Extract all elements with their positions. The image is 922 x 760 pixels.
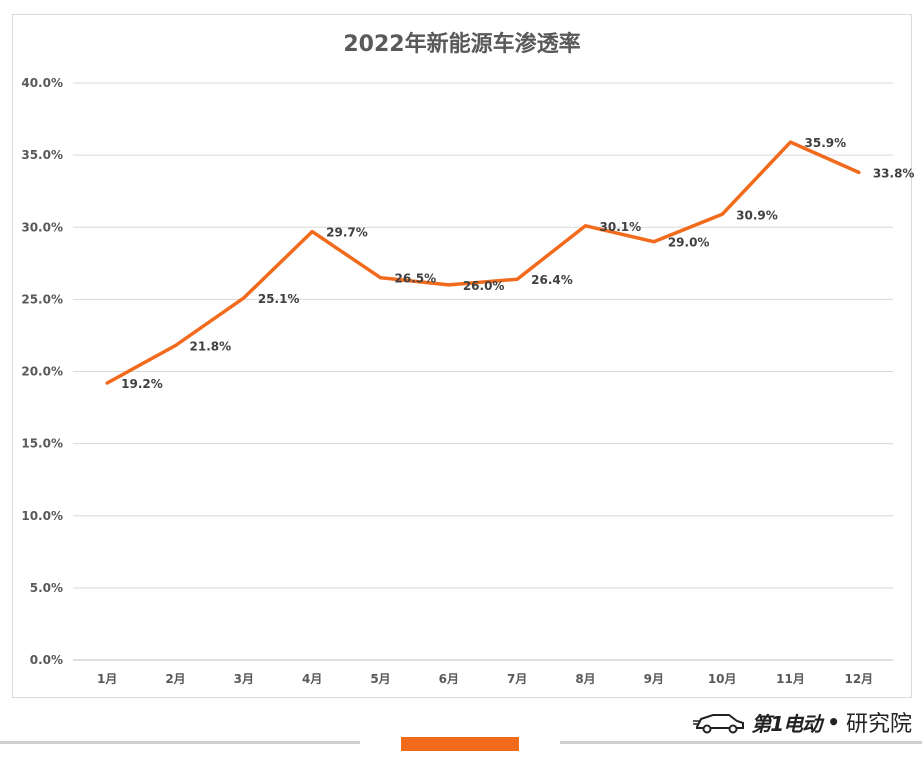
y-tick-label: 35.0% xyxy=(21,148,63,162)
x-tick-label: 6月 xyxy=(439,672,459,686)
data-labels: 19.2% 21.8% 25.1% 29.7% 26.5% 26.0% 26.4% 30.1%… xyxy=(121,136,914,391)
car-icon xyxy=(693,714,745,734)
y-tick-label: 5.0% xyxy=(30,581,63,595)
x-tick-label: 4月 xyxy=(302,672,322,686)
footer-divider-left xyxy=(0,741,360,744)
brand-name: 第1电动 xyxy=(751,711,822,736)
data-label: 29.0% xyxy=(668,236,710,250)
series-line xyxy=(105,140,861,385)
data-label: 26.4% xyxy=(531,273,573,287)
x-tick-label: 9月 xyxy=(644,672,664,686)
x-tick-label: 12月 xyxy=(844,672,873,686)
y-tick-label: 15.0% xyxy=(21,437,63,451)
chart-frame xyxy=(12,14,912,698)
y-tick-label: 25.0% xyxy=(21,292,63,306)
y-tick-label: 0.0% xyxy=(30,653,63,667)
data-label: 29.7% xyxy=(326,226,368,240)
x-tick-label: 7月 xyxy=(507,672,527,686)
x-tick-label: 10月 xyxy=(708,672,737,686)
series-line-layer xyxy=(105,140,861,385)
data-label: 30.1% xyxy=(600,220,642,234)
brand-separator: • xyxy=(827,710,840,734)
data-label: 21.8% xyxy=(190,340,232,354)
y-tick-label: 40.0% xyxy=(21,76,63,90)
x-axis-ticks: 1月 2月 3月 4月 5月 6月 7月 8月 9月 10月 11月 12月 xyxy=(97,672,873,686)
gridlines xyxy=(73,82,893,661)
x-tick-label: 1月 xyxy=(97,672,117,686)
data-label: 35.9% xyxy=(805,136,847,150)
y-tick-label: 10.0% xyxy=(21,509,63,523)
data-label: 19.2% xyxy=(121,377,163,391)
x-tick-label: 2月 xyxy=(165,672,185,686)
data-label: 26.5% xyxy=(395,272,437,286)
brand-logo: 第1电动 • 研究院 xyxy=(693,706,912,738)
footer-divider-right xyxy=(560,741,922,744)
footer-accent-bar xyxy=(401,737,519,751)
data-label: 30.9% xyxy=(736,208,778,222)
brand-suffix: 研究院 xyxy=(845,712,912,737)
data-label: 25.1% xyxy=(258,292,300,306)
x-tick-label: 5月 xyxy=(370,672,390,686)
y-tick-label: 20.0% xyxy=(21,365,63,379)
x-tick-label: 8月 xyxy=(575,672,595,686)
y-tick-label: 30.0% xyxy=(21,220,63,234)
x-tick-label: 11月 xyxy=(776,672,805,686)
data-label: 26.0% xyxy=(463,279,505,293)
data-label: 33.8% xyxy=(873,166,915,180)
x-tick-label: 3月 xyxy=(234,672,254,686)
chart-title: 2022年新能源车渗透率 xyxy=(343,32,581,57)
y-axis-ticks: 0.0% 5.0% 10.0% 15.0% 20.0% 25.0% 30.0% 35.0% 40… xyxy=(21,76,63,667)
